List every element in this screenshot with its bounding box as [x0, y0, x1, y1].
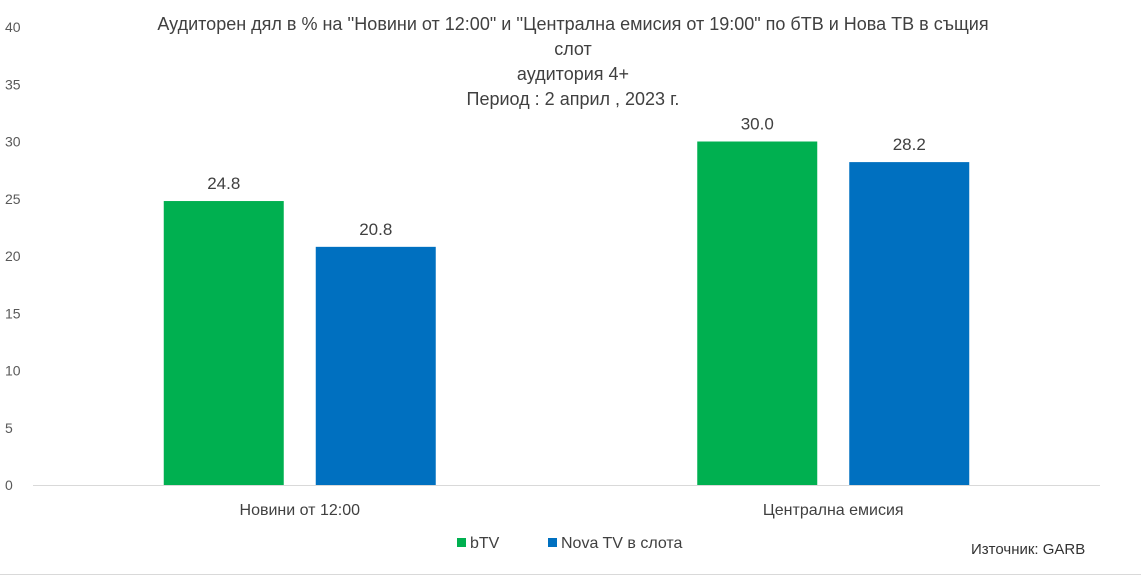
bar-btv-0: [163, 201, 284, 486]
source-note: Източник: GARB: [971, 541, 1086, 558]
data-label-0-1: 30.0: [741, 115, 774, 134]
legend-label-1: Nova TV в слота: [561, 535, 683, 552]
bar-nova-tv-в-слота-1: [849, 162, 970, 486]
y-tick-label-5: 25: [5, 191, 21, 207]
bar-btv-1: [697, 141, 818, 485]
x-category-label-0: Новини от 12:00: [240, 502, 361, 519]
chart-title-line-2: слот: [554, 39, 592, 59]
x-category-label-1: Централна емисия: [763, 502, 904, 519]
data-label-1-0: 20.8: [359, 220, 392, 239]
chart-title-line-1: Аудиторен дял в % на ''Новини от 12:00" …: [157, 14, 989, 34]
y-tick-label-7: 35: [5, 76, 21, 92]
data-label-1-1: 28.2: [893, 135, 926, 154]
data-label-0-0: 24.8: [207, 174, 240, 193]
legend-label-0: bTV: [470, 535, 500, 552]
legend-swatch-0: [457, 538, 466, 547]
chart-title-line-3: аудитория 4+: [516, 64, 630, 84]
y-tick-label-4: 20: [5, 248, 21, 264]
y-tick-label-3: 15: [5, 305, 21, 321]
bottom-divider: [0, 574, 1141, 575]
y-tick-label-0: 0: [5, 477, 13, 493]
y-tick-label-1: 5: [5, 420, 13, 436]
y-tick-label-6: 30: [5, 134, 21, 150]
legend-swatch-1: [548, 538, 557, 547]
chart-title-line-4: Период : 2 април , 2023 г.: [466, 89, 680, 109]
y-tick-label-8: 40: [5, 19, 21, 35]
y-tick-label-2: 10: [5, 363, 21, 379]
bar-nova-tv-в-слота-0: [315, 246, 436, 485]
